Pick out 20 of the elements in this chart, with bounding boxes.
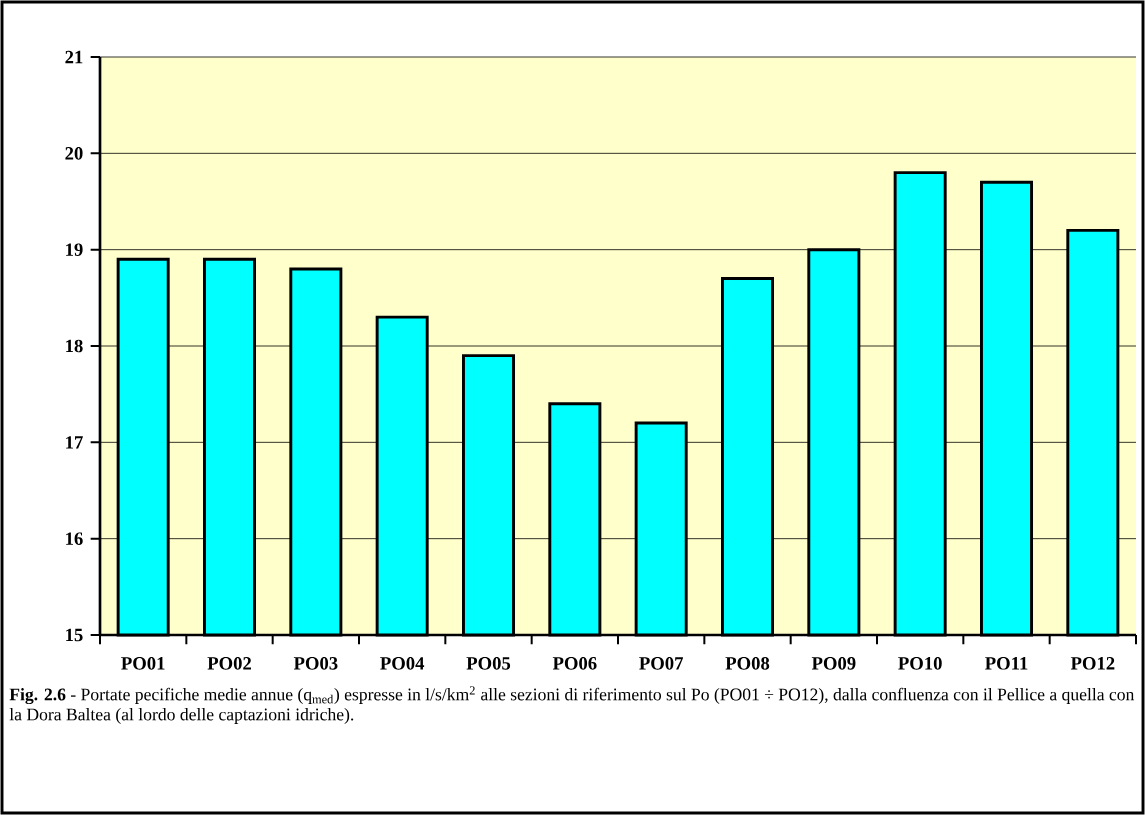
- y-tick-label: 21: [65, 50, 83, 64]
- x-tick-label: PO05: [466, 657, 511, 670]
- x-tick-label: PO06: [552, 657, 597, 670]
- x-tick-label: PO11: [985, 657, 1028, 670]
- x-tick-label: PO04: [380, 657, 425, 670]
- x-tick-label: PO09: [811, 657, 856, 670]
- x-tick-label: PO01: [121, 657, 165, 670]
- y-tick-label: 18: [66, 339, 83, 353]
- y-tick-label: 19: [66, 243, 83, 256]
- y-tick-label: 17: [66, 436, 83, 449]
- x-tick-label: PO07: [639, 657, 684, 670]
- x-tick-label: PO10: [898, 657, 942, 670]
- y-tick-label: 15: [66, 628, 83, 642]
- text: Fig. 2.6 - Portate pecifiche medie annue (q$_{med}$) espresse in l/s/km$^{2}$ alle sezioni di riferimento sul Po (PO01 ÷ PO12), dalla confluenza con il Pellice a quella con la Dora Baltea (al lordo delle captazioni idriche).: [9, 686, 1135, 724]
- y-tick-label: 16: [66, 532, 83, 545]
- x-tick-label: PO12: [1070, 657, 1115, 670]
- x-tick-label: PO02: [207, 657, 251, 670]
- y-tick-label: 20: [65, 147, 83, 160]
- x-tick-label: PO03: [293, 657, 338, 670]
- x-tick-label: PO08: [725, 657, 770, 670]
